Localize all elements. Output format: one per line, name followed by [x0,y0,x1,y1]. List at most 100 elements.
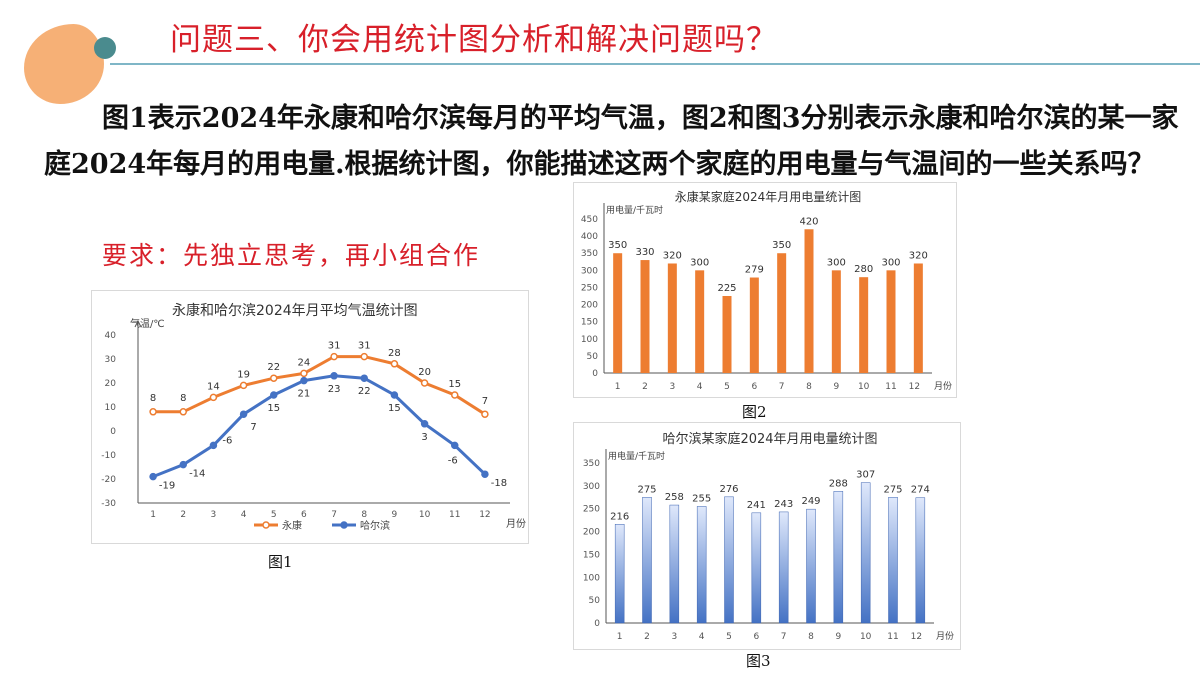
chart-fig1: 永康和哈尔滨2024年月平均气温统计图 气温/℃ 月份 -30 -20 -10 0 10 20 3… [91,290,529,544]
data-label: -18 [491,478,507,489]
bar-value-label: 249 [801,496,820,507]
y-tick-label: 30 [105,355,117,365]
bar [751,512,762,624]
x-tick-label: 11 [887,632,898,642]
bar [888,497,898,624]
x-tick-label: 5 [271,510,277,520]
bar [667,263,677,373]
data-label: 31 [328,341,341,352]
x-tick-label: 4 [697,382,703,392]
y-tick-label: 50 [589,596,601,606]
x-tick-label: 1 [615,382,621,392]
data-point [360,374,368,382]
x-tick-label: 1 [150,510,156,520]
bar-value-label: 275 [883,484,902,495]
x-tick-label: 7 [331,510,337,520]
data-label: 14 [207,381,220,392]
decor-teal-dot [94,37,116,59]
y-tick-label: 250 [581,283,598,293]
data-point [179,408,187,416]
x-tick-label: 12 [479,510,490,520]
data-label: 8 [150,393,156,404]
bar [722,296,732,373]
data-point [239,410,248,418]
bar-value-label: 320 [663,250,682,261]
bar [833,491,844,624]
data-point [360,352,368,361]
bar [804,229,814,373]
data-label: 21 [298,389,311,400]
y-tick-label: 100 [581,335,598,345]
y-tick-label: 200 [581,301,598,311]
series-line-harbin [152,374,486,478]
data-label: 28 [388,348,401,359]
bar [860,482,871,624]
x-tick-label: 12 [911,632,922,642]
x-tick-label: 4 [699,632,705,642]
bar [778,511,789,624]
x-tick-label: 5 [724,382,730,392]
bar [806,508,816,624]
x-tick-label: 2 [180,510,186,520]
x-tick-label: 3 [669,382,675,392]
data-point [179,460,187,469]
chart-fig2: 永康某家庭2024年月用电量统计图 用电量/千瓦时 月份 0 50 100 150 200 25… [573,182,957,398]
x-axis-label: 月份 [936,630,954,642]
bar-value-label: 275 [637,484,656,495]
bar [859,277,869,373]
x-tick-label: 7 [779,382,785,392]
bar [915,497,926,624]
bar-value-label: 330 [635,247,654,258]
data-label: 22 [267,362,280,373]
data-point [149,472,157,481]
y-tick-label: 200 [583,528,600,538]
data-label: 31 [358,341,371,352]
bar-value-label: 241 [747,500,766,511]
x-tick-label: 7 [781,632,787,642]
bar-value-label: 255 [692,493,711,504]
bar-value-label: 279 [745,265,764,276]
x-tick-label: 12 [909,382,920,392]
legend-marker [262,521,270,529]
decor-orange-blob [24,24,104,104]
y-axis-arrow [134,319,142,328]
data-label: -19 [159,481,175,492]
data-label: 15 [267,403,280,414]
y-tick-label: 350 [583,459,600,469]
yongkang-power-bar-chart: 永康某家庭2024年月用电量统计图用电量/千瓦时月份05010015020025… [581,189,952,392]
bar-value-label: 243 [774,499,793,510]
x-tick-label: 8 [808,632,814,642]
data-label: 22 [358,386,371,397]
bar-value-label: 350 [608,240,627,251]
data-label: 23 [328,384,341,395]
y-tick-label: -10 [101,451,116,461]
bar [642,497,652,624]
y-axis-label: 用电量/千瓦时 [608,450,665,462]
data-label: -6 [222,435,232,446]
caption-fig1: 图1 [268,553,293,571]
y-axis-label: 气温/℃ [130,317,165,330]
bar [777,253,787,373]
y-tick-label: -20 [101,475,116,485]
y-tick-label: 300 [583,482,600,492]
y-tick-label: 40 [105,331,117,341]
bar [913,263,923,373]
chart-fig3: 哈尔滨某家庭2024年月用电量统计图 用电量/千瓦时 月份 0 50 100 150 200 2… [573,422,961,650]
bar-value-label: 307 [856,470,875,481]
bar-value-label: 274 [911,485,930,496]
y-tick-label: 0 [110,427,116,437]
data-point [270,374,278,382]
legend-label: 永康 [282,519,302,532]
data-label: -6 [448,455,458,466]
x-tick-label: 2 [642,382,648,392]
bar-value-label: 320 [909,250,928,261]
x-tick-label: 9 [833,382,839,392]
data-point [149,408,157,416]
x-tick-label: 10 [858,382,870,392]
bar [724,496,734,624]
y-tick-label: 0 [594,619,600,629]
data-label: -14 [189,469,205,480]
data-point [420,379,429,387]
